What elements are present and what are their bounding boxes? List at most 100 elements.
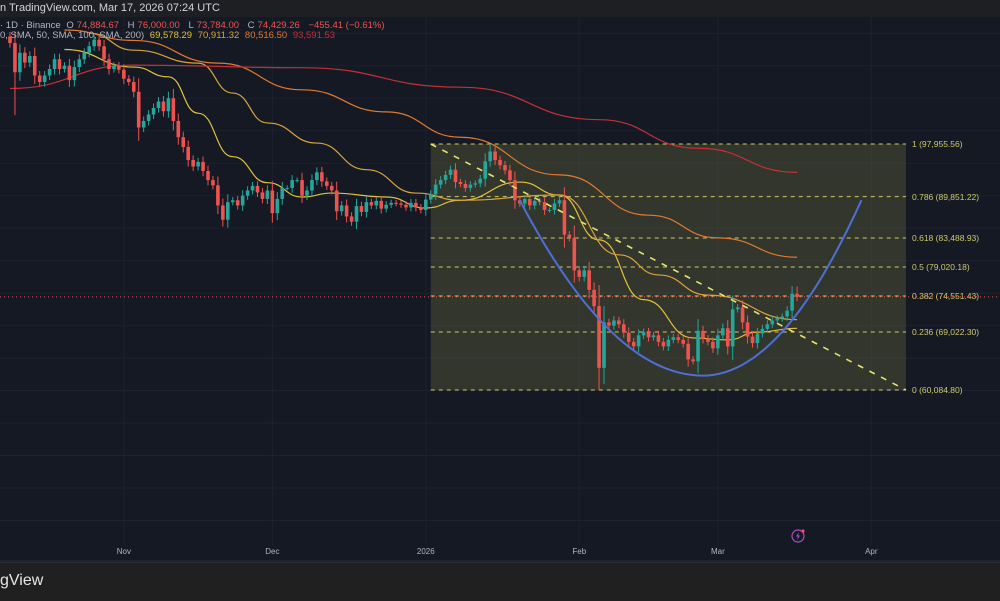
trendline-drawing[interactable] — [430, 143, 907, 391]
candle-body — [339, 205, 344, 212]
candle — [275, 192, 280, 221]
candle-body — [295, 180, 299, 182]
cup-arc-drawing[interactable] — [519, 199, 863, 377]
candle — [186, 140, 190, 167]
candle-body — [329, 185, 334, 191]
candle-body — [13, 43, 17, 73]
change-value: −455.41 (−0.61%) — [308, 20, 385, 31]
symbol-label[interactable]: · 1D · Binance — [0, 20, 61, 31]
candle-body — [735, 307, 740, 310]
candle-body — [711, 341, 715, 349]
candle — [97, 35, 101, 51]
candle — [656, 330, 661, 347]
candle — [765, 320, 770, 333]
candle — [592, 282, 596, 314]
candle — [617, 316, 621, 329]
candle — [206, 165, 210, 186]
candle-body — [730, 309, 735, 347]
candle — [310, 174, 314, 197]
time-tick-label: Nov — [116, 547, 131, 556]
candle — [394, 200, 398, 207]
candle — [260, 187, 265, 204]
candle-body — [740, 307, 745, 323]
candle-body — [260, 192, 265, 199]
candle — [349, 212, 354, 226]
candle — [612, 316, 616, 330]
candle-body — [42, 75, 47, 82]
candle — [112, 62, 116, 73]
candle — [488, 144, 492, 167]
candle-body — [453, 169, 458, 183]
candle — [77, 54, 82, 72]
candle — [577, 265, 582, 282]
candle-body — [146, 114, 151, 121]
candle — [542, 197, 547, 215]
candle-body — [780, 316, 784, 319]
candle — [28, 51, 32, 68]
candle-body — [612, 320, 616, 326]
candle — [122, 64, 126, 85]
low-label: L — [188, 20, 194, 31]
candle — [329, 181, 334, 195]
candle — [562, 187, 567, 248]
candle-body — [597, 306, 601, 368]
candle — [453, 163, 458, 189]
candle — [87, 41, 91, 58]
candle — [770, 316, 775, 329]
candle — [597, 284, 601, 391]
candle-body — [641, 332, 646, 336]
fib-level-label: 1 (97,955.56) — [912, 139, 963, 149]
candle — [127, 75, 131, 86]
candle-body — [92, 39, 96, 47]
candle — [300, 172, 304, 203]
candle — [775, 315, 780, 324]
candle-body — [592, 289, 596, 307]
candle — [245, 186, 250, 200]
candle-body — [661, 341, 666, 347]
candle — [735, 304, 740, 313]
candle-body — [151, 107, 156, 115]
candle-body — [567, 234, 572, 238]
candle-body — [419, 207, 423, 210]
candle-body — [676, 337, 681, 340]
candle-body — [409, 202, 413, 208]
candle-body — [206, 170, 210, 181]
candle-body — [696, 330, 700, 362]
fib-level-label: 0.382 (74,551.43) — [912, 291, 980, 302]
candle — [325, 177, 329, 190]
candle-body — [52, 59, 57, 70]
sma-legend[interactable]: 0, SMA, 50, SMA, 100, SMA, 200) 69,578.2… — [0, 30, 338, 41]
candle-body — [117, 65, 121, 70]
candle — [285, 185, 289, 191]
candle — [72, 60, 77, 87]
candle-body — [765, 324, 770, 329]
close-label: C — [247, 20, 255, 31]
source-line: n TradingView.com, Mar 17, 2026 07:24 UT… — [0, 2, 220, 14]
candle — [646, 327, 651, 342]
candle — [235, 196, 240, 210]
candle-body — [221, 205, 225, 220]
tradingview-brand[interactable]: gView — [0, 572, 44, 589]
candle-body — [315, 172, 319, 181]
candle-body — [245, 190, 250, 196]
fib-level-label: 0 (60,084.80) — [912, 385, 963, 395]
candle — [473, 180, 478, 188]
candle — [280, 181, 285, 205]
candle-body — [433, 184, 438, 195]
candle — [384, 201, 388, 213]
candle-body — [448, 169, 453, 175]
candle-body — [181, 137, 186, 147]
candle-body — [750, 336, 755, 344]
candle — [196, 157, 200, 171]
candle-body — [369, 202, 374, 206]
candle — [631, 337, 636, 351]
candle-body — [32, 56, 37, 76]
candle — [503, 160, 507, 175]
candle-body — [240, 195, 245, 206]
candle — [755, 327, 760, 349]
candle — [750, 332, 755, 348]
candle-body — [424, 199, 428, 210]
lightning-icon[interactable] — [790, 528, 806, 544]
candle-body — [666, 339, 671, 347]
